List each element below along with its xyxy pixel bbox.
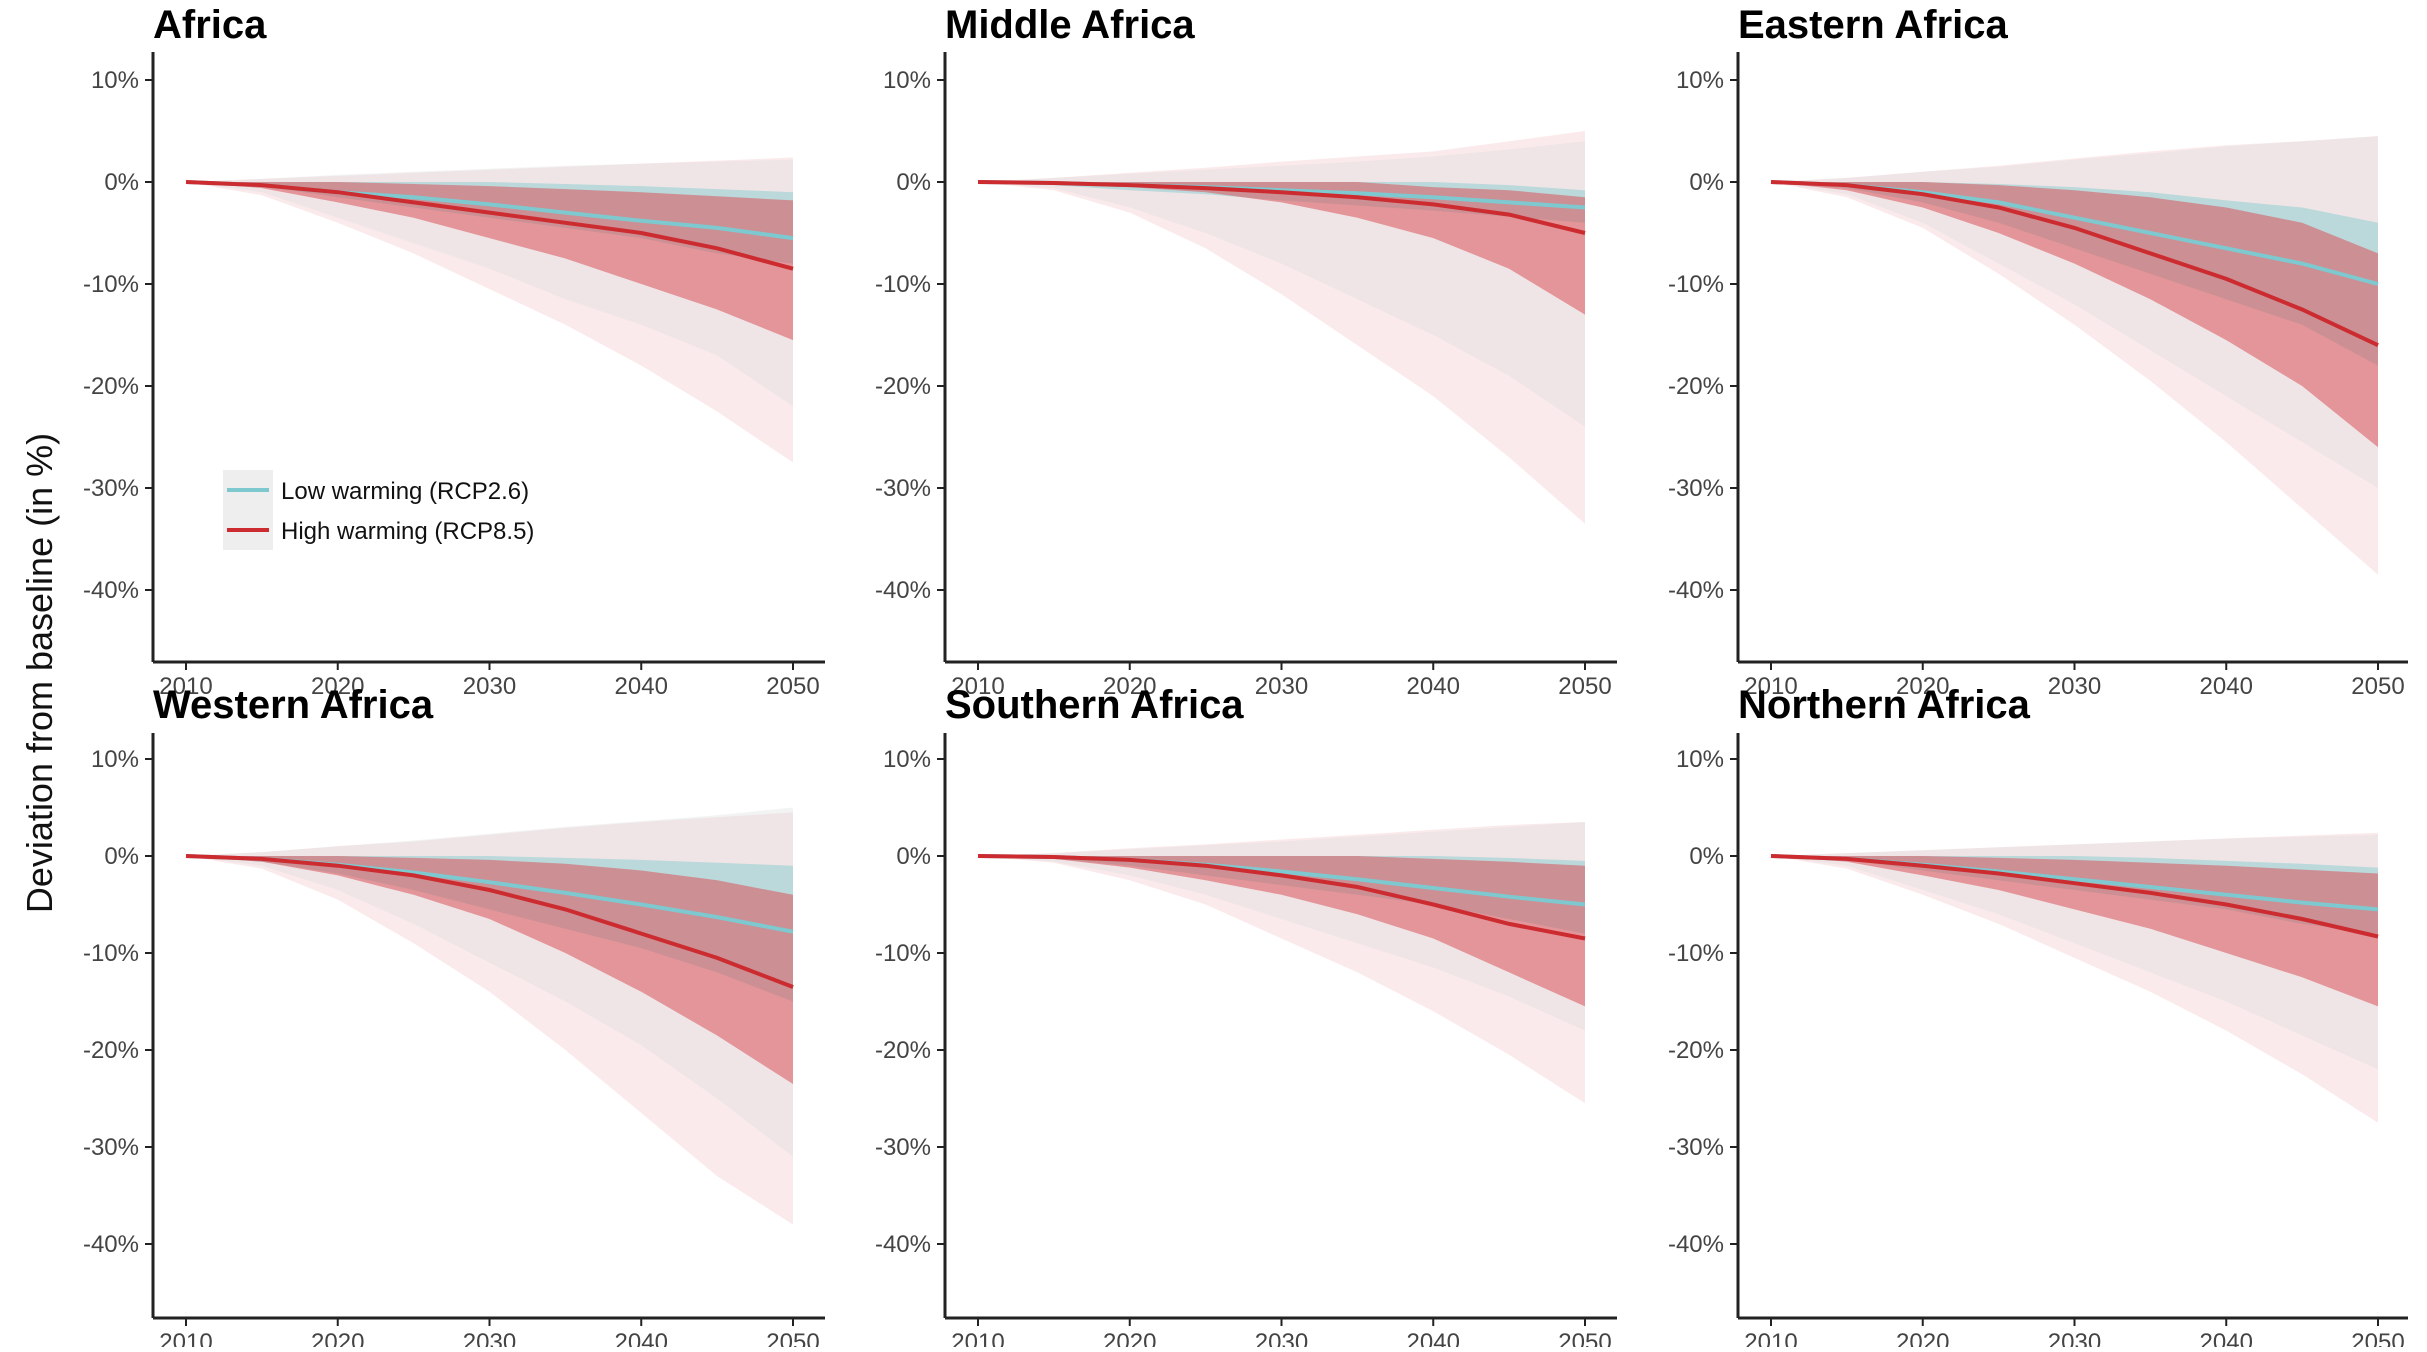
x-tick-label: 2010 xyxy=(159,1329,212,1347)
x-tick-label: 2010 xyxy=(951,673,1004,700)
x-tick-label: 2030 xyxy=(463,1329,516,1347)
y-tick-label: -10% xyxy=(83,940,139,967)
high-warming-median-line xyxy=(185,180,794,271)
x-tick-label: 2040 xyxy=(2200,1329,2253,1347)
y-tick-label: -40% xyxy=(83,577,139,604)
x-tick-label: 2020 xyxy=(311,673,364,700)
y-tick-label: -10% xyxy=(875,940,931,967)
y-tick-label: -40% xyxy=(875,1231,931,1258)
x-tick-label: 2020 xyxy=(1103,673,1156,700)
x-tick-label: 2030 xyxy=(463,673,516,700)
x-tick-label: 2010 xyxy=(159,673,212,700)
panel-1: Africa 10% 0% -10% -20% -30% -40% 2010 2020 2030 2… xyxy=(83,3,825,700)
panel-title: Africa xyxy=(153,3,267,47)
y-tick-label: 0% xyxy=(104,843,139,870)
panel-title: Southern Africa xyxy=(945,683,1244,727)
x-tick-label: 2030 xyxy=(2048,1329,2101,1347)
y-tick-label: -40% xyxy=(83,1231,139,1258)
legend-label: High warming (RCP8.5) xyxy=(281,518,534,545)
y-tick-label: -30% xyxy=(1668,475,1724,502)
x-tick-label: 2010 xyxy=(1744,1329,1797,1347)
x-tick-label: 2040 xyxy=(2200,673,2253,700)
legend: Low warming (RCP2.6) High warming (RCP8.5… xyxy=(223,470,534,550)
x-tick-label: 2040 xyxy=(1407,1329,1460,1347)
y-tick-label: 10% xyxy=(883,746,931,773)
x-tick-label: 2010 xyxy=(1744,673,1797,700)
y-tick-label: 0% xyxy=(896,843,931,870)
panel-title: Northern Africa xyxy=(1738,683,2031,727)
x-tick-label: 2020 xyxy=(311,1329,364,1347)
x-tick-label: 2040 xyxy=(1407,673,1460,700)
x-tick-label: 2050 xyxy=(2351,673,2404,700)
y-tick-label: -30% xyxy=(83,1134,139,1161)
x-tick-label: 2020 xyxy=(1896,673,1949,700)
high-warming-inner-band xyxy=(978,182,1585,315)
high-warming-median-line xyxy=(977,180,1586,235)
y-tick-label: 0% xyxy=(104,169,139,196)
y-axis-title: Deviation from baseline (in %) xyxy=(19,432,60,914)
high-warming-median-line xyxy=(977,854,1586,941)
panel-6: Northern Africa 10% 0% -10% -20% -30% -40% 2010… xyxy=(1668,683,2408,1352)
y-tick-label: 10% xyxy=(91,67,139,94)
y-tick-label: -30% xyxy=(1668,1134,1724,1161)
panel-2: Middle Africa 10% 0% -10% -20% -30% -40% 2010 20… xyxy=(875,3,1617,700)
y-tick-label: -10% xyxy=(1668,271,1724,298)
x-tick-label: 2040 xyxy=(615,673,668,700)
high-warming-inner-band xyxy=(978,856,1585,1007)
panel-5: Southern Africa 10% 0% -10% -20% -30% -40% 2010… xyxy=(875,683,1617,1352)
y-tick-label: -10% xyxy=(83,271,139,298)
high-warming-median-line xyxy=(1770,180,2379,348)
y-tick-label: -40% xyxy=(1668,577,1724,604)
y-tick-label: -30% xyxy=(875,475,931,502)
panel-title: Eastern Africa xyxy=(1738,3,2009,47)
y-tick-label: -10% xyxy=(1668,940,1724,967)
x-tick-label: 2050 xyxy=(1558,673,1611,700)
x-tick-label: 2030 xyxy=(1255,1329,1308,1347)
high-warming-inner-band xyxy=(186,856,793,1084)
legend-label: Low warming (RCP2.6) xyxy=(281,478,529,505)
y-tick-label: -20% xyxy=(875,373,931,400)
y-tick-label: 0% xyxy=(896,169,931,196)
high-warming-median-line xyxy=(1770,854,2379,939)
x-tick-label: 2050 xyxy=(1558,1329,1611,1347)
x-tick-label: 2030 xyxy=(2048,673,2101,700)
y-tick-label: -40% xyxy=(1668,1231,1724,1258)
x-tick-label: 2030 xyxy=(1255,673,1308,700)
panel-4: Western Africa 10% 0% -10% -20% -30% -40% 2010 2… xyxy=(83,683,825,1352)
y-tick-label: -20% xyxy=(83,1037,139,1064)
y-tick-label: -20% xyxy=(1668,373,1724,400)
x-tick-label: 2050 xyxy=(2351,1329,2404,1347)
y-tick-label: 10% xyxy=(1676,67,1724,94)
x-tick-label: 2020 xyxy=(1103,1329,1156,1347)
x-tick-label: 2010 xyxy=(951,1329,1004,1347)
y-tick-label: -20% xyxy=(83,373,139,400)
x-tick-label: 2040 xyxy=(615,1329,668,1347)
x-tick-label: 2020 xyxy=(1896,1329,1949,1347)
x-tick-label: 2050 xyxy=(766,673,819,700)
y-tick-label: -40% xyxy=(875,577,931,604)
y-tick-label: 0% xyxy=(1689,169,1724,196)
y-tick-label: 10% xyxy=(1676,746,1724,773)
y-tick-label: 10% xyxy=(883,67,931,94)
y-tick-label: 10% xyxy=(91,746,139,773)
y-tick-label: -10% xyxy=(875,271,931,298)
y-tick-label: -20% xyxy=(1668,1037,1724,1064)
panel-title: Middle Africa xyxy=(945,3,1195,47)
y-tick-label: -20% xyxy=(875,1037,931,1064)
y-tick-label: -30% xyxy=(875,1134,931,1161)
x-tick-label: 2050 xyxy=(766,1329,819,1347)
panel-3: Eastern Africa 10% 0% -10% -20% -30% -40% 2010 2… xyxy=(1668,3,2408,700)
y-tick-label: 0% xyxy=(1689,843,1724,870)
high-warming-median-line xyxy=(185,854,794,989)
panel-title: Western Africa xyxy=(153,683,434,727)
y-tick-label: -30% xyxy=(83,475,139,502)
